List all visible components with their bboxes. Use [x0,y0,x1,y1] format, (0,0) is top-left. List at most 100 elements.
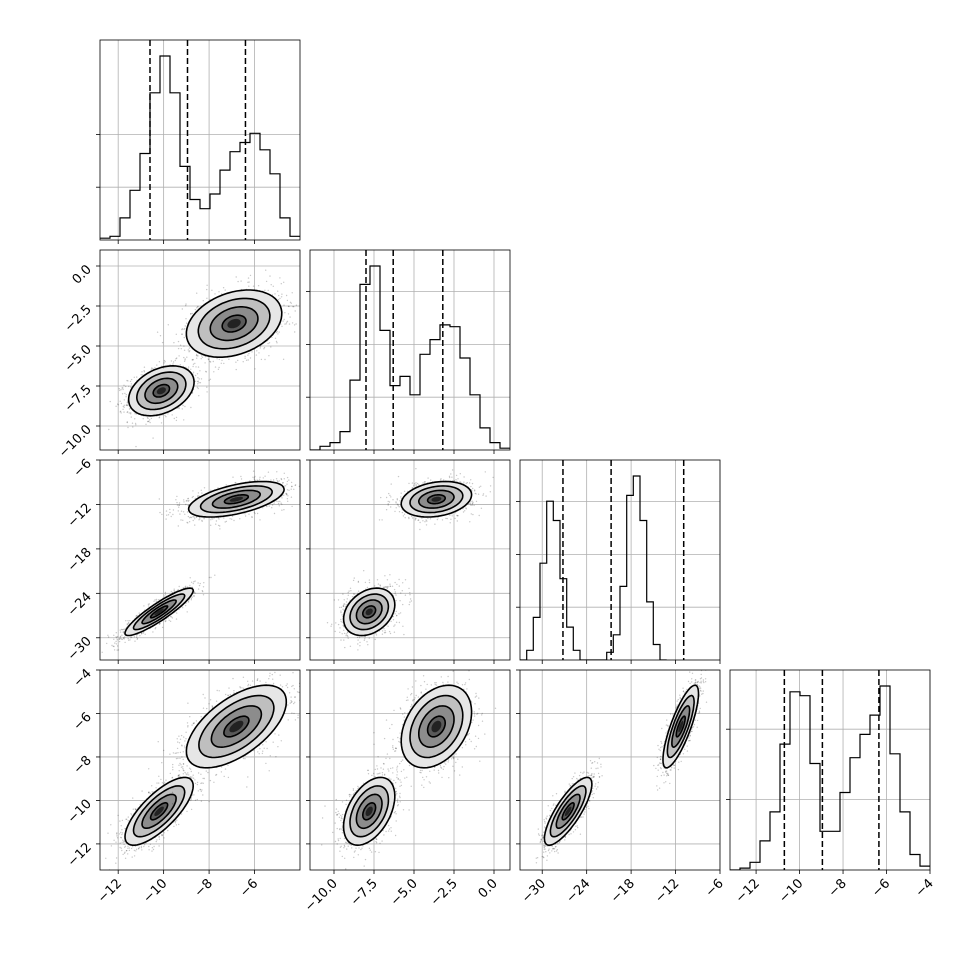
sample-point [131,636,133,638]
sample-point [247,281,249,283]
sample-point [198,516,201,519]
sample-point [197,582,199,584]
sample-point [277,298,280,301]
sample-point [152,437,154,439]
sample-point [129,380,132,383]
sample-point [286,320,289,323]
sample-point [245,359,248,361]
sample-point [204,362,206,364]
sample-point [116,635,119,638]
sample-point [116,639,118,641]
sample-point [197,492,200,494]
sample-point [220,362,222,364]
sample-point [267,471,270,473]
sample-point [222,287,225,289]
sample-point [277,290,279,292]
sample-point [151,367,153,369]
sample-point [281,325,283,328]
sample-point [167,617,169,619]
sample-point [288,323,291,325]
sample-point [178,406,180,409]
sample-point [142,418,144,420]
sample-point [206,386,208,388]
sample-point [140,374,142,376]
sample-point [147,420,149,423]
sample-point [130,383,133,385]
sample-point [183,328,185,330]
sample-point [214,366,217,368]
sample-point [122,631,125,633]
sample-point [286,483,288,485]
sample-point [119,400,121,402]
sample-point [135,445,137,448]
histogram-panel-2 [516,459,721,664]
sample-point [194,580,196,582]
panel-frame [309,249,511,451]
contour-line [141,599,177,625]
sample-point [167,413,169,415]
sample-point [119,636,122,638]
sample-point [215,520,218,522]
sample-point [187,498,189,500]
sample-point [133,376,135,378]
sample-point [128,639,130,641]
panel-frame [99,39,301,241]
sample-point [231,515,234,517]
sample-point [256,350,258,352]
sample-point [284,312,286,314]
sample-point [294,310,296,312]
sample-point [212,518,214,520]
sample-point [122,637,125,639]
sample-point [271,336,273,339]
sample-point [185,318,187,320]
sample-point [120,635,122,637]
sample-point [172,509,175,511]
sample-point [265,269,267,271]
sample-point [175,416,178,419]
histogram-panel-3: −12 −10 −8 −6 −4 [726,669,937,906]
sample-point [175,618,178,620]
sample-point [209,378,212,380]
sample-point [196,353,198,356]
sample-point [281,503,283,506]
sample-point [139,635,141,637]
sample-point [134,418,136,420]
sample-point [244,355,246,357]
sample-point [109,400,111,403]
sample-point [249,357,252,359]
sample-point [187,504,189,507]
sample-point [158,623,161,625]
sample-point [268,355,270,357]
scatter-area [100,250,300,450]
sample-point [123,406,125,408]
sample-point [208,576,211,579]
sample-point [270,346,272,348]
sample-point [248,281,250,283]
sample-point [286,480,289,483]
sample-point [285,494,288,496]
sample-point [128,385,130,388]
sample-point [178,608,180,611]
sample-point [191,312,193,315]
sample-point [111,644,113,647]
sample-point [173,590,175,592]
sample-point [97,657,98,658]
sample-point [127,622,130,625]
density-core [154,608,164,616]
sample-point [165,416,167,418]
sample-point [185,585,187,587]
sample-point [213,371,215,373]
sample-point [281,497,283,499]
sample-point [172,363,174,365]
sample-point [177,340,180,343]
sample-point [129,639,131,641]
sample-point [192,582,194,585]
sample-point [159,335,162,337]
sample-point [259,347,261,349]
sample-point [244,515,247,517]
sample-point [217,368,220,370]
sample-point [155,627,157,629]
sample-point [186,521,188,524]
sample-point [165,518,167,520]
sample-point [224,289,226,291]
